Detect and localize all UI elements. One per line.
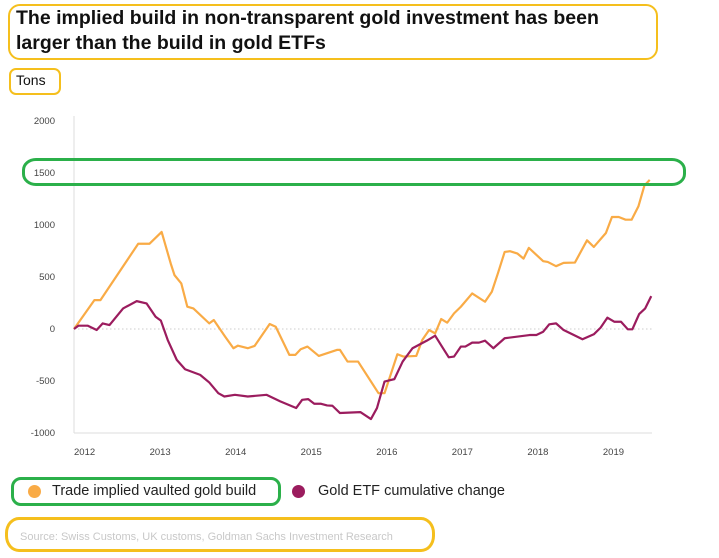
- legend-highlight-box: [11, 477, 281, 506]
- y-tick-label: 1500: [34, 168, 55, 179]
- x-tick-label: 2014: [225, 447, 246, 458]
- y-tick-label: 0: [50, 324, 55, 335]
- y-tick-label: -1000: [31, 428, 55, 439]
- x-tick-label: 2016: [376, 447, 397, 458]
- title-highlight-box: [8, 4, 658, 60]
- x-tick-label: 2012: [74, 447, 95, 458]
- legend-marker-orange: [28, 485, 41, 498]
- unit-highlight-box: [9, 68, 61, 95]
- source-highlight-box: [5, 517, 435, 552]
- y-tick-label: 2000: [34, 116, 55, 127]
- y-tick-label: -500: [36, 376, 55, 387]
- series-line-trade-implied: [73, 179, 651, 395]
- legend-label-trade-implied: Trade implied vaulted gold build: [52, 483, 257, 499]
- chart-title: The implied build in non-transparent gol…: [16, 7, 599, 54]
- x-tick-label: 2018: [527, 447, 548, 458]
- source-note: Source: Swiss Customs, UK customs, Goldm…: [20, 531, 393, 543]
- legend-marker-purple: [292, 485, 305, 498]
- x-tick-label: 2017: [452, 447, 473, 458]
- x-tick-label: 2019: [603, 447, 624, 458]
- y-tick-label: 500: [39, 272, 55, 283]
- x-tick-label: 2015: [301, 447, 322, 458]
- y-axis-unit: Tons: [16, 72, 46, 88]
- level-1500-highlight-box: [22, 158, 686, 186]
- legend-label-gold-etf: Gold ETF cumulative change: [318, 483, 505, 499]
- series-line-gold-etf: [73, 295, 653, 421]
- line-chart: 2000 1500 1000 500 0 -500 -1000 2012 2013 2014 201…: [31, 116, 653, 458]
- y-tick-label: 1000: [34, 220, 55, 231]
- x-tick-label: 2013: [150, 447, 171, 458]
